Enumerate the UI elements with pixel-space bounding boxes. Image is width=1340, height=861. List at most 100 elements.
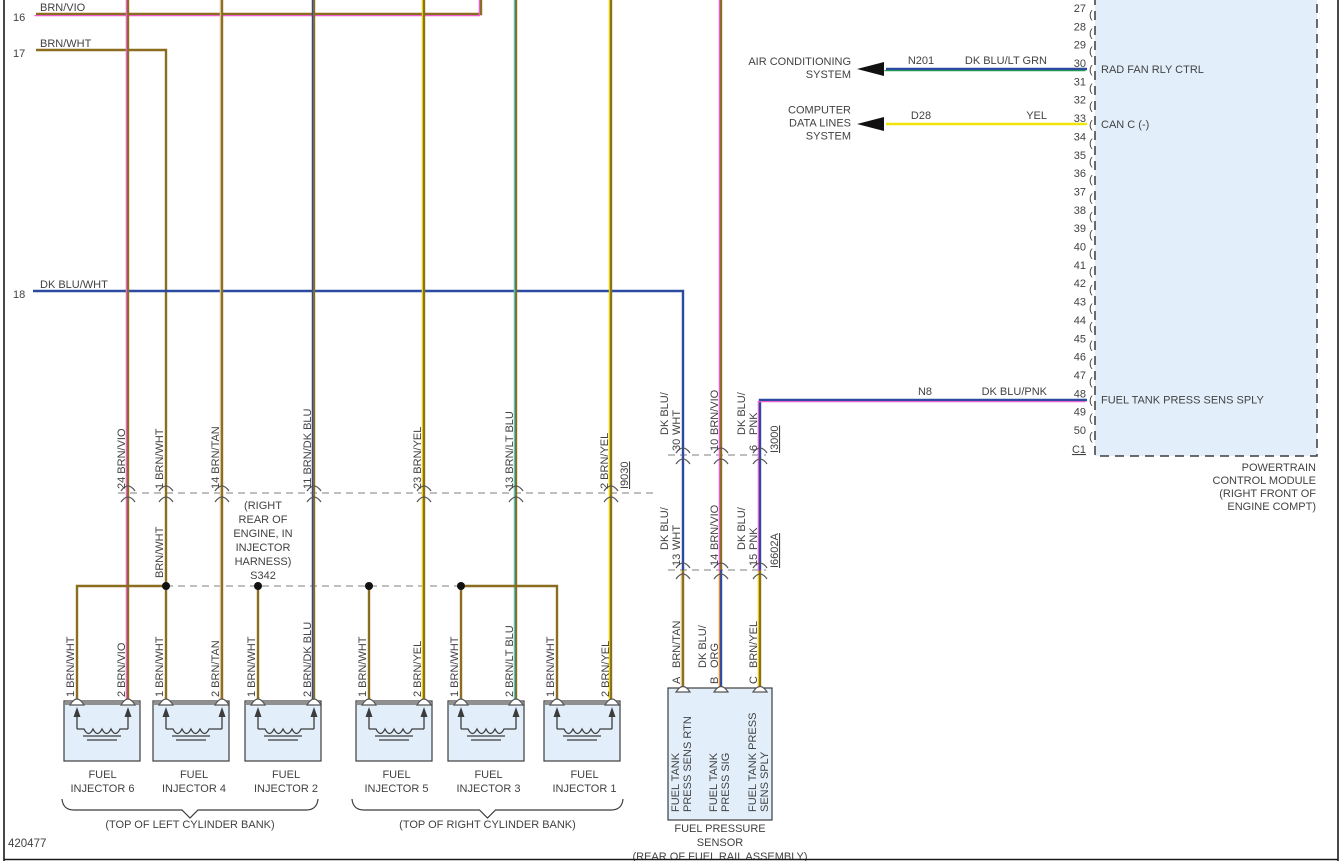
pcm-pin-42: 42( <box>1074 278 1093 296</box>
pin-socket-icon <box>548 698 566 706</box>
pcm-caption: ENGINE COMPT) <box>1227 501 1316 513</box>
wire-color-label: BRN/YEL <box>748 621 760 668</box>
wire-color-label: DK BLU/ <box>736 506 748 550</box>
pcm-pin-number: 28 <box>1074 21 1086 33</box>
pcm-pin-29: 29( <box>1074 40 1093 58</box>
pin-socket-icon <box>674 685 692 693</box>
wire-brn_wht <box>461 584 559 699</box>
brace-icon <box>351 798 624 819</box>
pcm-pin-37: 37( <box>1074 186 1093 204</box>
drawing-number: 420477 <box>8 838 47 850</box>
connector-id: I9030 <box>619 461 631 489</box>
bank-brace: (TOP OF RIGHT CYLINDER BANK) <box>351 798 624 831</box>
splice-id: S342 <box>250 570 276 582</box>
pin-socket-icon <box>751 685 769 693</box>
splice-location: REAR OF <box>239 514 288 526</box>
injector-name: INJECTOR 5 <box>365 783 429 795</box>
injector-name: FUEL <box>570 769 598 781</box>
pcm-pin-number: 35 <box>1074 150 1086 162</box>
connector-pin-number: 30 <box>671 439 683 451</box>
pcm-pin-number: 45 <box>1074 333 1086 345</box>
pcm-pin-number: 41 <box>1074 260 1086 272</box>
pcm-pin-function: CAN C (-) <box>1101 119 1149 131</box>
bank-caption: (TOP OF RIGHT CYLINDER BANK) <box>399 819 576 831</box>
pcm-pin-socket-icon: ( <box>1089 321 1093 333</box>
pcm-pin-number: 30 <box>1074 58 1086 70</box>
pcm-pin-45: 45( <box>1074 333 1093 351</box>
pcm-pin-socket-icon: ( <box>1089 64 1093 76</box>
injector-coil-icon <box>166 727 222 735</box>
pcm-pin-34: 34( <box>1074 131 1093 149</box>
sensor-pin-function: SENS SPLY <box>759 751 771 812</box>
pcm-pin-number: 29 <box>1074 40 1086 52</box>
pcm-pin-41: 41( <box>1074 260 1093 278</box>
pin-socket-icon <box>119 698 137 706</box>
splice-location: (RIGHT <box>244 500 282 512</box>
fuel-injector-2: 1 BRN/WHT 2 BRN/DK BLU FUEL INJECTOR 2 <box>244 622 323 795</box>
pcm-pin-number: 47 <box>1074 370 1086 382</box>
arrow-up-icon <box>553 707 561 717</box>
wire-color-label: DK BLU/PNK <box>982 386 1048 398</box>
offpage-system-name: SYSTEM <box>806 69 851 81</box>
offpage-system-name: AIR CONDITIONING <box>748 56 851 68</box>
fuel-injector-1: 1 BRN/WHT 2 BRN/YEL FUEL INJECTOR 1 <box>543 636 621 795</box>
pcm-pin-27: 27( <box>1074 3 1093 21</box>
splice-dot <box>365 582 373 590</box>
pcm-pin-socket-icon: ( <box>1089 46 1093 58</box>
bank-caption: (TOP OF LEFT CYLINDER BANK) <box>105 819 274 831</box>
pin-socket-icon <box>213 698 231 706</box>
wire-color-label: BRN/VIO <box>709 389 721 435</box>
arrow-up-icon <box>73 707 81 717</box>
injector-name: INJECTOR 6 <box>71 783 135 795</box>
pcm-pin-49: 49( <box>1074 407 1093 425</box>
pcm-pin-44: 44( <box>1074 315 1093 333</box>
pcm-pin-number: 50 <box>1074 425 1086 437</box>
pin-socket-icon <box>452 698 470 706</box>
pcm-pin-number: 43 <box>1074 297 1086 309</box>
connector-pin-number: 10 <box>709 439 721 451</box>
wire-color-label: BRN/WHT <box>154 526 166 578</box>
fuel-injector-5: 1 BRN/WHT 2 BRN/YEL FUEL INJECTOR 5 <box>355 636 433 795</box>
fuel-injector-6: 1 BRN/WHT 2 BRN/VIO FUEL INJECTOR 6 <box>63 636 141 795</box>
pcm-pin-30: 30(RAD FAN RLY CTRL <box>1074 58 1204 76</box>
left-wire-number: 18 <box>13 289 25 301</box>
left-arrow-icon <box>857 62 884 76</box>
brace-icon <box>61 798 319 819</box>
pcm-pin-socket-icon: ( <box>1089 101 1093 113</box>
circuit-number: N201 <box>908 55 934 67</box>
injector-name: FUEL <box>88 769 116 781</box>
sensor-caption: SENSOR <box>697 837 744 849</box>
pin-socket-icon <box>712 685 730 693</box>
pin-socket-icon <box>360 698 378 706</box>
connector-pin-label: 23 BRN/YEL <box>412 427 424 489</box>
pcm-pin-number: 48 <box>1074 388 1086 400</box>
pcm-pin-socket-icon: ( <box>1089 413 1093 425</box>
sensor-caption: (REAR OF FUEL RAIL ASSEMBLY) <box>632 851 807 861</box>
left-arrow-icon <box>857 117 884 131</box>
wire-color-label: ORG <box>709 643 721 668</box>
pcm-pin-number: 34 <box>1074 131 1086 143</box>
wire-color-label: WHT <box>671 410 683 435</box>
pcm-pin-number: 38 <box>1074 205 1086 217</box>
arrow-up-icon <box>365 707 373 717</box>
pcm-pin-number: 31 <box>1074 76 1086 88</box>
pcm-pin-35: 35( <box>1074 150 1093 168</box>
pin-socket-icon <box>68 698 86 706</box>
connector-pin-number: B <box>709 677 721 684</box>
wire-brn_wht <box>36 48 168 586</box>
left-wire-labels: 16 BRN/VIO 17 BRN/WHT 18 DK BLU/WHT <box>13 2 108 301</box>
pin-socket-icon <box>415 698 433 706</box>
connector-pin-label: 1 BRN/WHT <box>154 428 166 489</box>
sensor-pin-function: FUEL TANK <box>708 752 720 812</box>
sensor-pin-function: PRESS SIG <box>720 753 732 812</box>
pcm-pin-number: 44 <box>1074 315 1086 327</box>
splice-location: INJECTOR <box>236 542 291 554</box>
offpage-system-name: COMPUTER <box>788 105 851 117</box>
pcm-pin-socket-icon: ( <box>1089 211 1093 223</box>
injector-pin-label: 2 BRN/TAN <box>210 640 222 697</box>
arrow-up-icon <box>512 707 520 717</box>
injector-coil-icon <box>258 727 314 735</box>
wire-color-label: DK BLU/ <box>736 391 748 435</box>
